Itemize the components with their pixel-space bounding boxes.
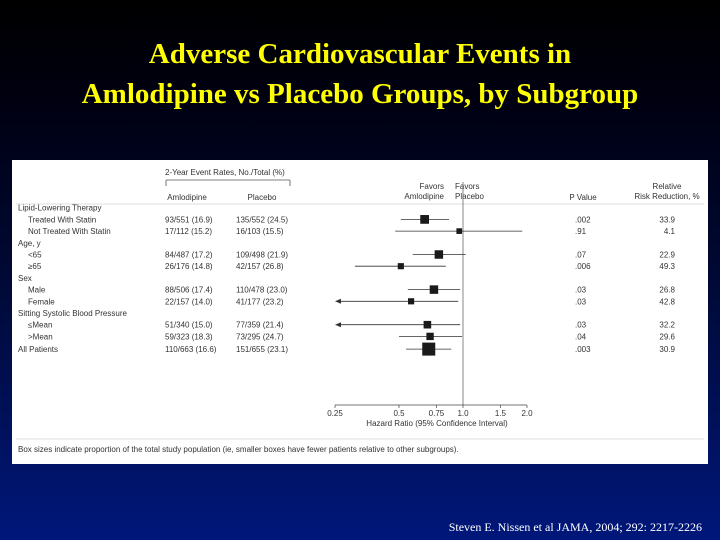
subgroup-header: Sex (18, 274, 32, 283)
rrr-value: 30.9 (659, 345, 675, 354)
subgroup-label: Not Treated With Statin (28, 227, 111, 236)
plot-area: 0.25 0.5 0.75 1.0 1.5 2.0 (327, 182, 533, 418)
x-axis-label: Hazard Ratio (95% Confidence Interval) (366, 419, 508, 428)
table-rows: Lipid-Lowering Therapy Treated With Stati… (18, 204, 676, 354)
footnote: Box sizes indicate proportion of the tot… (18, 445, 459, 454)
x-tick-label: 1.5 (495, 409, 507, 418)
rrr-value: 22.9 (659, 251, 675, 260)
rrr-value: 29.6 (659, 332, 675, 341)
ci-arrow (335, 298, 341, 304)
amlodipine-rate: 88/506 (17.4) (165, 286, 213, 295)
p-value: .91 (575, 227, 587, 236)
p-value: .006 (575, 262, 591, 271)
x-tick-label: 2.0 (521, 409, 533, 418)
subgroup-label: ≥65 (28, 262, 42, 271)
forest-plot-panel: 2-Year Event Rates, No./Total (%) Amlodi… (12, 160, 708, 464)
hr-box (397, 263, 404, 270)
p-value: .04 (575, 332, 587, 341)
p-value: .03 (575, 321, 587, 330)
amlodipine-rate: 26/176 (14.8) (165, 262, 213, 271)
x-tick-label: 0.25 (327, 409, 343, 418)
placebo-rate: 41/177 (23.2) (236, 297, 284, 306)
forest-plot: 2-Year Event Rates, No./Total (%) Amlodi… (16, 168, 704, 454)
subgroup-label: All Patients (18, 345, 58, 354)
rrr-value: 32.2 (659, 321, 675, 330)
col-header-placebo: Placebo (248, 193, 277, 202)
rrr-value: 4.1 (664, 227, 676, 236)
col-header-amlodipine: Amlodipine (167, 193, 207, 202)
x-tick-label: 1.0 (457, 409, 469, 418)
rrr-value: 26.8 (659, 286, 675, 295)
placebo-rate: 42/157 (26.8) (236, 262, 284, 271)
slide-title: Adverse Cardiovascular Events in Amlodip… (0, 34, 720, 114)
p-value: .03 (575, 297, 587, 306)
p-value: .07 (575, 251, 587, 260)
hr-box (429, 285, 439, 294)
placebo-rate: 151/655 (23.1) (236, 345, 288, 354)
subgroup-label: <65 (28, 251, 42, 260)
subgroup-header: Lipid-Lowering Therapy (18, 204, 101, 213)
rates-bracket (165, 179, 291, 186)
hr-box (420, 215, 430, 224)
amlodipine-rate: 110/663 (16.6) (165, 345, 217, 354)
amlodipine-rate: 93/551 (16.9) (165, 215, 213, 224)
rrr-value: 33.9 (659, 215, 675, 224)
subgroup-label: ≤Mean (28, 321, 52, 330)
x-tick-label: 0.5 (393, 409, 405, 418)
rrr-value: 42.8 (659, 297, 675, 306)
hr-box (434, 250, 444, 259)
placebo-rate: 73/295 (24.7) (236, 332, 284, 341)
subgroup-header: Sitting Systolic Blood Pressure (18, 309, 127, 318)
hr-box (456, 228, 463, 234)
hr-box (423, 320, 432, 329)
amlodipine-rate: 59/323 (18.3) (165, 332, 213, 341)
title-line-1: Adverse Cardiovascular Events in (148, 38, 572, 70)
placebo-rate: 110/478 (23.0) (236, 286, 288, 295)
placebo-rate: 16/103 (15.5) (236, 227, 284, 236)
hr-box (408, 298, 415, 305)
p-value: .03 (575, 286, 587, 295)
hr-box (422, 342, 436, 356)
favors-placebo-line2: Placebo (455, 192, 484, 201)
amlodipine-rate: 51/340 (15.0) (165, 321, 213, 330)
placebo-rate: 109/498 (21.9) (236, 251, 288, 260)
rates-header: 2-Year Event Rates, No./Total (%) (165, 168, 285, 177)
hr-box (426, 332, 434, 341)
p-value: .003 (575, 345, 591, 354)
col-header-rrr-line1: Relative (653, 182, 682, 191)
subgroup-label: >Mean (28, 332, 53, 341)
p-value: .002 (575, 215, 591, 224)
x-tick-label: 0.75 (429, 409, 445, 418)
amlodipine-rate: 22/157 (14.0) (165, 297, 213, 306)
ci-arrow (335, 322, 341, 328)
col-header-pvalue: P Value (569, 193, 597, 202)
favors-amlodipine-line1: Favors (420, 182, 444, 191)
subgroup-header: Age, y (18, 239, 41, 248)
subgroup-label: Treated With Statin (28, 215, 96, 224)
col-header-rrr-line2: Risk Reduction, % (634, 192, 699, 201)
favors-placebo-line1: Favors (455, 182, 479, 191)
citation: Steven E. Nissen et al JAMA, 2004; 292: … (448, 520, 702, 534)
subgroup-label: Male (28, 286, 46, 295)
subgroup-label: Female (28, 297, 55, 306)
rrr-value: 49.3 (659, 262, 675, 271)
amlodipine-rate: 84/487 (17.2) (165, 251, 213, 260)
placebo-rate: 77/359 (21.4) (236, 321, 284, 330)
title-line-2: Amlodipine vs Placebo Groups, by Subgrou… (81, 78, 639, 110)
placebo-rate: 135/552 (24.5) (236, 215, 288, 224)
favors-amlodipine-line2: Amlodipine (404, 192, 444, 201)
amlodipine-rate: 17/112 (15.2) (165, 227, 212, 236)
